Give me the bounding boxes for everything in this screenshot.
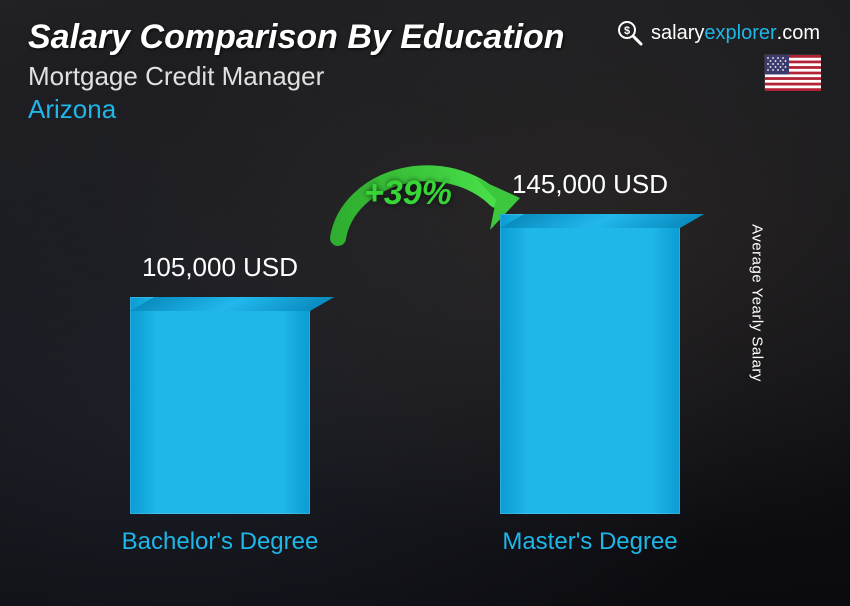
location-label: Arizona	[28, 94, 822, 125]
brand-part-1: salary	[651, 22, 704, 45]
percent-increase-badge: +39%	[364, 174, 452, 213]
brand-logo: $ salaryexplorer.com	[617, 20, 820, 46]
brand-text: salaryexplorer.com	[651, 22, 820, 45]
us-flag-icon	[764, 54, 820, 90]
bar-value-label: 105,000 USD	[120, 252, 320, 283]
svg-text:$: $	[624, 25, 630, 37]
bar-category-label: Master's Degree	[490, 528, 690, 556]
job-title: Mortgage Credit Manager	[28, 61, 822, 92]
bar-bachelors: 105,000 USD Bachelor's Degree	[120, 252, 320, 556]
bar-category-label: Bachelor's Degree	[120, 528, 320, 556]
bar-top-face	[130, 297, 334, 311]
bar-shape	[130, 297, 310, 514]
main-container: Salary Comparison By Education Mortgage …	[0, 0, 850, 606]
bar-shape	[500, 214, 680, 514]
magnifier-dollar-icon: $	[617, 20, 643, 46]
bar-top-face	[500, 214, 704, 228]
bar-masters: 145,000 USD Master's Degree	[490, 169, 690, 556]
chart-area: +39% 105,000 USD Bachelor's Degree 145,000…	[60, 156, 770, 556]
bar-front-face	[130, 297, 310, 514]
bar-value-label: 145,000 USD	[490, 169, 690, 200]
brand-part-2: explorer	[704, 22, 776, 45]
bar-front-face	[500, 214, 680, 514]
brand-suffix: .com	[777, 22, 820, 45]
